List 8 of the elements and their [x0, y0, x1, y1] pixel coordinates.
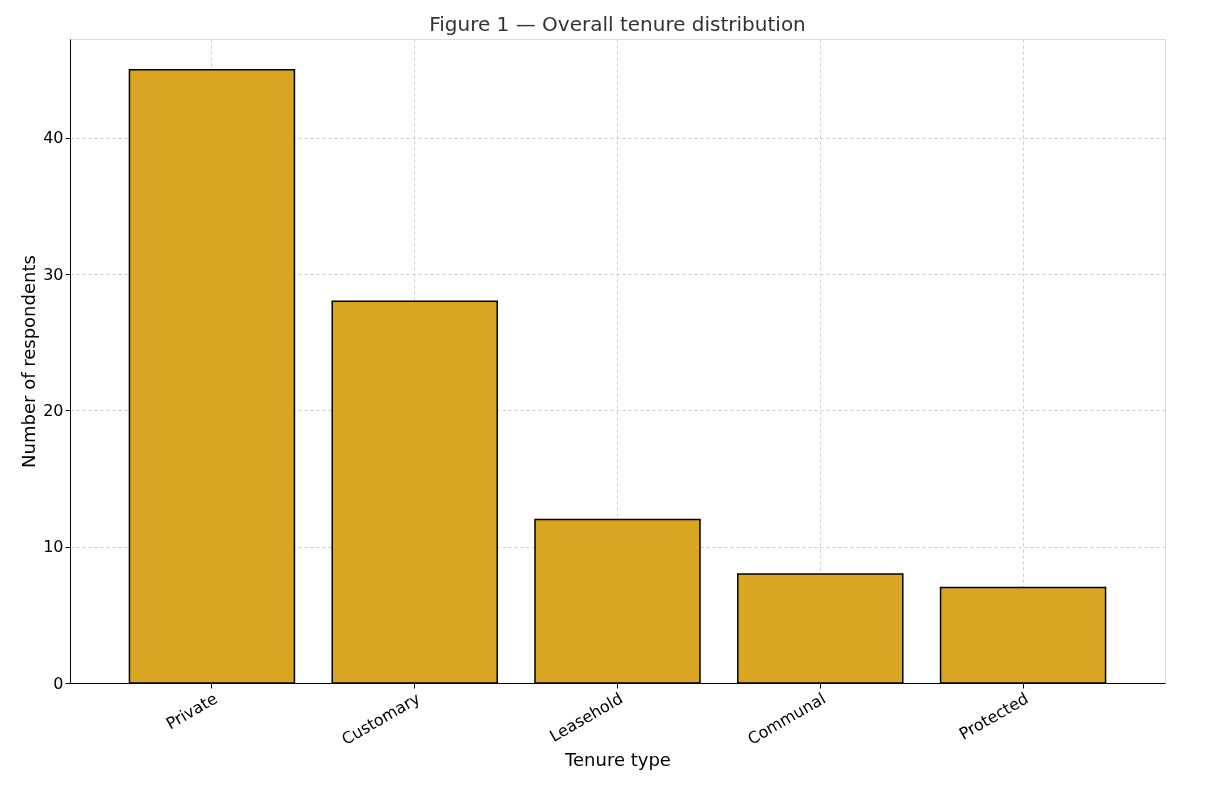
- x-axis-title: Tenure type: [564, 748, 671, 770]
- y-axis-title: Number of respondents: [18, 255, 40, 468]
- y-tick-label: 10: [43, 537, 64, 557]
- chart-title: Figure 1 — Overall tenure distribution: [429, 12, 806, 36]
- y-tick-label: 40: [43, 128, 64, 148]
- y-tick-label: 30: [43, 264, 64, 284]
- y-tick-label: 0: [53, 673, 64, 693]
- y-tick-label: 20: [43, 400, 64, 420]
